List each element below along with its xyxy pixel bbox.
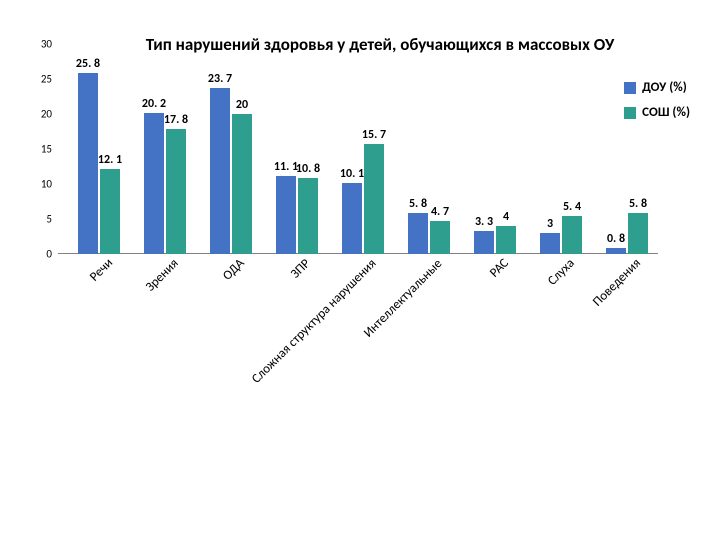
bar-value-label: 20 [222, 98, 262, 112]
bar [364, 144, 384, 254]
plot-area: 05101520253025. 812. 120. 217. 823. 7201… [58, 44, 658, 254]
bar-value-label: 12. 1 [90, 153, 130, 167]
bar-value-label: 17. 8 [156, 113, 196, 127]
bar [210, 88, 230, 254]
category-label: ОДА [220, 256, 248, 284]
bar-value-label: 23. 7 [200, 72, 240, 86]
bar [298, 178, 318, 254]
bar [474, 231, 494, 254]
category-label: Поведения [590, 256, 644, 310]
category-label: ЗПР [288, 256, 313, 281]
category-label: Сложная структура нарушения [249, 256, 379, 386]
category-label: Зрения [143, 256, 182, 295]
bar-chart: Тип нарушений здоровья у детей, обучающи… [0, 0, 720, 540]
bar-value-label: 20. 2 [134, 97, 174, 111]
bar-value-label: 10. 8 [288, 162, 328, 176]
category-label: Слуха [545, 256, 578, 289]
bar-value-label: 5. 4 [552, 200, 592, 214]
bar-value-label: 4. 7 [420, 205, 460, 219]
bar [144, 113, 164, 254]
y-tick-label: 5 [12, 213, 52, 226]
bar [408, 213, 428, 254]
bar [276, 176, 296, 254]
y-tick-label: 10 [12, 178, 52, 191]
bar [562, 216, 582, 254]
bar-value-label: 5. 8 [618, 197, 658, 211]
bar [628, 213, 648, 254]
bar [430, 221, 450, 254]
bar [496, 226, 516, 254]
bar-value-label: 4 [486, 210, 526, 224]
category-label: РАС [487, 256, 512, 281]
bar [540, 233, 560, 254]
y-tick-label: 25 [12, 73, 52, 86]
bar [606, 248, 626, 254]
y-tick-label: 30 [12, 38, 52, 51]
bar [232, 114, 252, 254]
y-tick-label: 15 [12, 143, 52, 156]
bar-value-label: 15. 7 [354, 128, 394, 142]
bar [166, 129, 186, 254]
bar [100, 169, 120, 254]
bar [342, 183, 362, 254]
y-tick-label: 0 [12, 248, 52, 261]
bar-value-label: 25. 8 [68, 57, 108, 71]
category-label: Речи [87, 256, 116, 285]
y-tick-label: 20 [12, 108, 52, 121]
